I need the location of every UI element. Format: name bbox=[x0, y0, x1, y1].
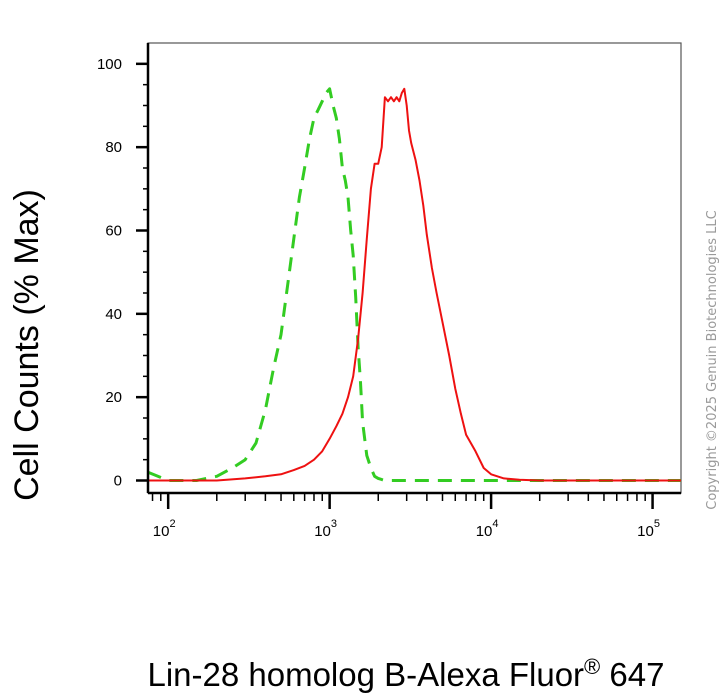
x-tick-exponent: 4 bbox=[492, 518, 498, 530]
x-axis-label-registered: ® bbox=[584, 654, 600, 679]
copyright-watermark: Copyright ©2025 Genuin Biotechnologies L… bbox=[705, 210, 720, 509]
x-tick-base: 10 bbox=[314, 523, 331, 540]
series-layer bbox=[147, 87, 681, 482]
x-tick-exponent: 3 bbox=[331, 518, 337, 530]
x-tick-base: 10 bbox=[476, 523, 493, 540]
x-tick-base: 10 bbox=[153, 523, 170, 540]
x-tick-label: 102 bbox=[153, 518, 176, 540]
series-line-2 bbox=[148, 87, 681, 482]
y-tick-label: 40 bbox=[105, 306, 122, 323]
x-axis-label-main: Lin-28 homolog B-Alexa Fluor bbox=[147, 656, 584, 693]
x-tick-label: 104 bbox=[476, 518, 499, 540]
y-axis-label: Cell Counts (% Max) bbox=[8, 189, 46, 501]
x-tick-label: 103 bbox=[314, 518, 337, 540]
x-axis-label: Lin-28 homolog B-Alexa Fluor® 647 bbox=[147, 654, 664, 693]
y-tick-label: 20 bbox=[105, 389, 122, 406]
x-axis-label-tail: 647 bbox=[600, 656, 664, 693]
y-tick-label: 100 bbox=[97, 56, 122, 73]
y-tick-label: 80 bbox=[105, 139, 122, 156]
y-axis-ticks: 0 20 40 60 80 100 bbox=[97, 56, 148, 490]
x-tick-exponent: 5 bbox=[654, 518, 660, 530]
x-tick-base: 10 bbox=[637, 523, 654, 540]
x-tick-exponent: 2 bbox=[169, 518, 175, 530]
plot-frame bbox=[147, 42, 682, 494]
y-tick-label: 60 bbox=[105, 223, 122, 240]
x-tick-label: 105 bbox=[637, 518, 660, 540]
x-axis-ticks: 102 103 104 105 bbox=[151, 493, 660, 540]
y-tick-label: 0 bbox=[114, 473, 122, 490]
series-line-1 bbox=[147, 87, 681, 482]
